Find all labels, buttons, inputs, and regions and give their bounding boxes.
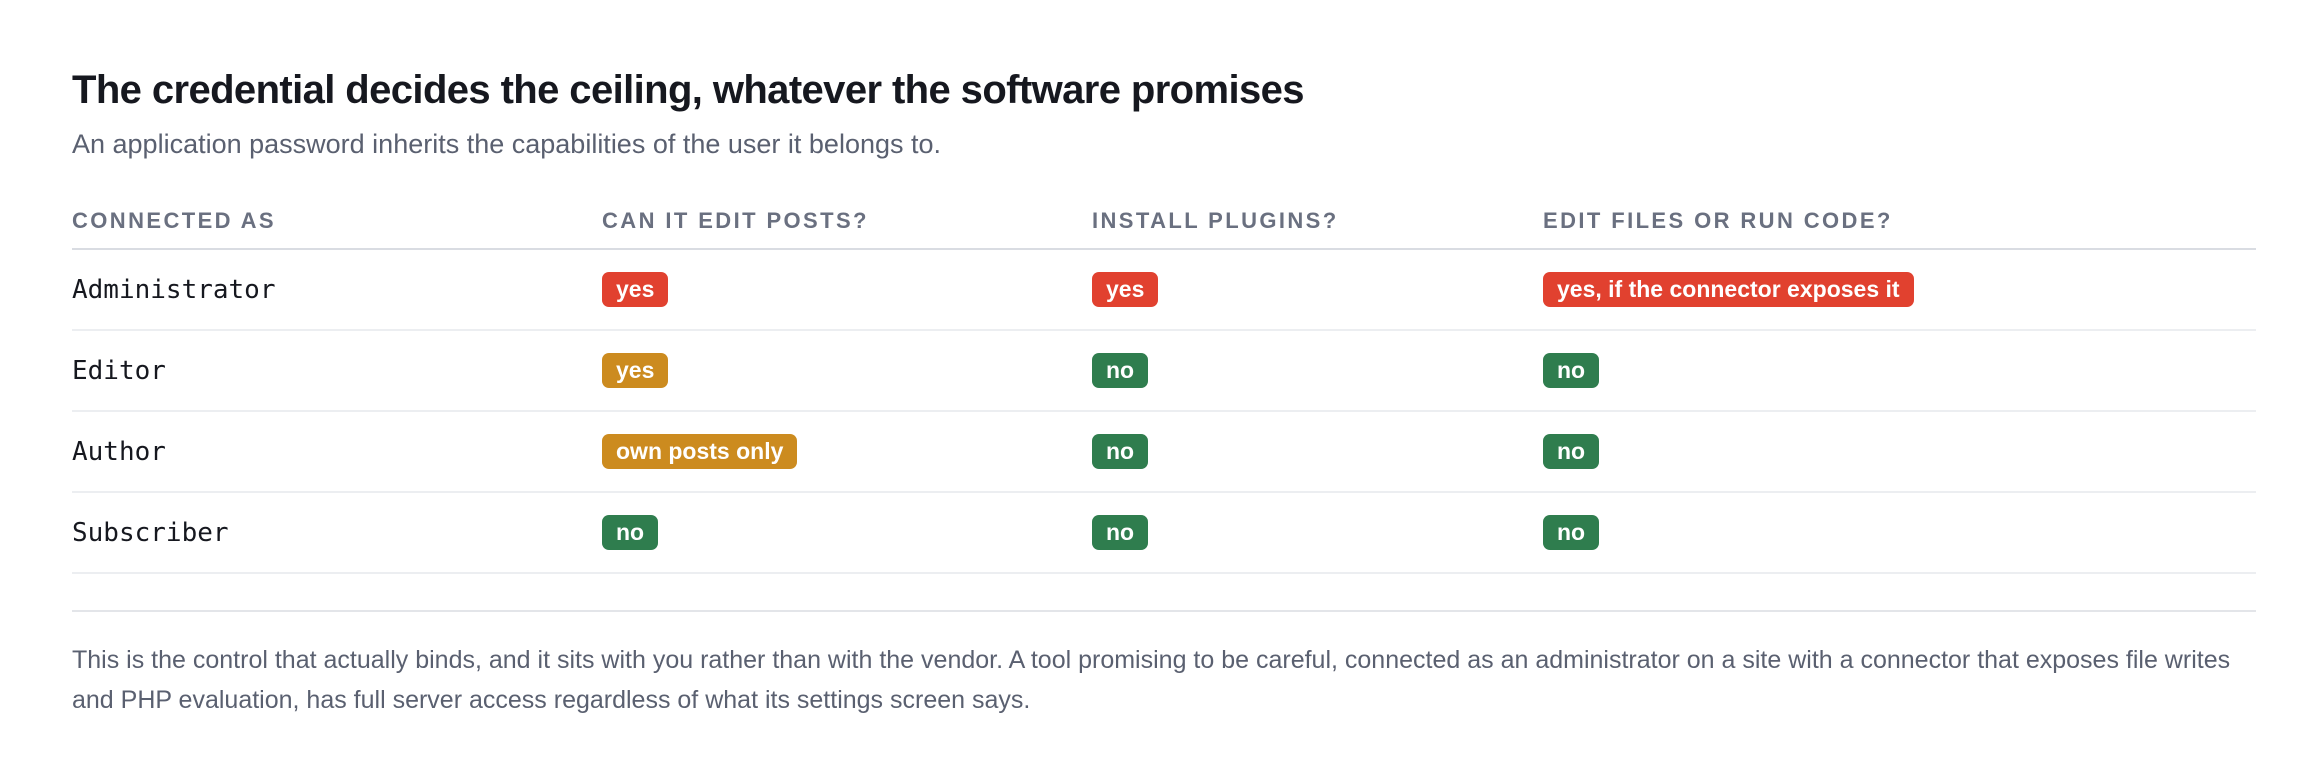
table-row: Administrator yes yes yes, if the connec… xyxy=(72,249,2256,331)
permissions-section: The credential decides the ceiling, what… xyxy=(72,0,2256,720)
column-header-edit-files: EDIT FILES OR RUN CODE? xyxy=(1543,204,2256,250)
status-badge: no xyxy=(1543,353,1600,388)
section-divider xyxy=(72,610,2256,612)
table-row: Author own posts only no no xyxy=(72,411,2256,493)
status-badge: yes, if the connector exposes it xyxy=(1543,272,1914,307)
column-header-install-plugins: INSTALL PLUGINS? xyxy=(1092,204,1543,250)
page-subtitle: An application password inherits the cap… xyxy=(72,129,942,159)
role-name: Subscriber xyxy=(72,517,229,548)
role-name: Editor xyxy=(72,355,166,386)
status-badge: no xyxy=(1543,434,1600,469)
status-badge: no xyxy=(1092,353,1149,388)
status-badge: yes xyxy=(602,272,669,307)
status-badge: no xyxy=(1543,515,1600,550)
table-row: Subscriber no no no xyxy=(72,492,2256,574)
footnote: This is the control that actually binds,… xyxy=(72,646,2231,714)
role-name: Administrator xyxy=(72,274,276,305)
table-row: Editor yes no no xyxy=(72,330,2256,412)
status-badge: yes xyxy=(1092,272,1159,307)
column-header-edit-posts: CAN IT EDIT POSTS? xyxy=(602,204,1092,250)
status-badge: own posts only xyxy=(602,434,798,469)
page-title: The credential decides the ceiling, what… xyxy=(72,68,1305,112)
status-badge: no xyxy=(602,515,659,550)
table-header-row: CONNECTED AS CAN IT EDIT POSTS? INSTALL … xyxy=(72,204,2256,250)
column-header-connected-as: CONNECTED AS xyxy=(72,204,602,250)
status-badge: no xyxy=(1092,515,1149,550)
role-name: Author xyxy=(72,436,166,467)
status-badge: yes xyxy=(602,353,669,388)
status-badge: no xyxy=(1092,434,1149,469)
capabilities-table: CONNECTED AS CAN IT EDIT POSTS? INSTALL … xyxy=(72,204,2256,574)
